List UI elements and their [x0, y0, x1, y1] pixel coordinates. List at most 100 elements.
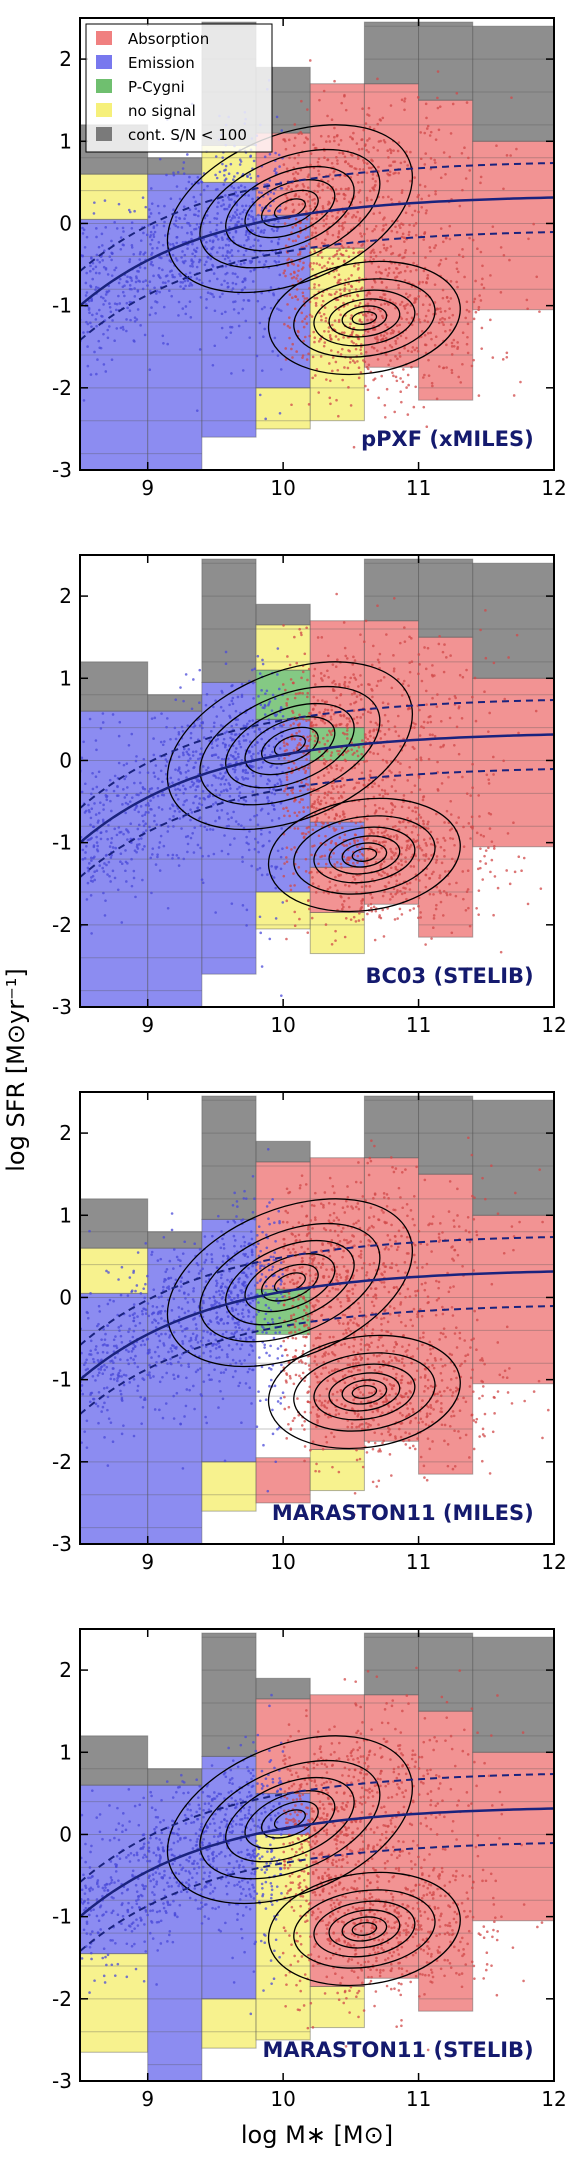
- galaxy-point: [372, 1215, 376, 1218]
- galaxy-point: [251, 215, 255, 219]
- galaxy-point: [350, 314, 353, 317]
- galaxy-point: [126, 275, 129, 279]
- galaxy-point: [252, 244, 255, 248]
- galaxy-point: [352, 875, 355, 879]
- galaxy-point: [214, 788, 218, 792]
- galaxy-point: [300, 1245, 303, 1249]
- galaxy-point: [384, 840, 387, 844]
- galaxy-point: [330, 708, 334, 712]
- galaxy-point: [293, 136, 297, 140]
- galaxy-point: [242, 298, 246, 302]
- galaxy-point: [267, 1268, 271, 1272]
- galaxy-point: [141, 848, 145, 851]
- galaxy-point: [347, 884, 351, 888]
- galaxy-point: [376, 349, 379, 352]
- main-sequence-lower-line: [80, 231, 554, 341]
- galaxy-point: [432, 893, 435, 896]
- galaxy-point: [237, 324, 241, 328]
- galaxy-point: [244, 739, 248, 742]
- galaxy-point: [335, 723, 338, 727]
- bin-segment: [255, 1457, 311, 1504]
- galaxy-point: [189, 757, 192, 760]
- galaxy-point: [370, 249, 374, 253]
- galaxy-point: [290, 737, 294, 741]
- galaxy-point: [285, 704, 289, 707]
- galaxy-point: [323, 329, 326, 333]
- galaxy-point: [387, 363, 390, 367]
- galaxy-point: [214, 173, 217, 177]
- galaxy-point: [429, 720, 433, 724]
- galaxy-point: [230, 249, 234, 252]
- galaxy-point: [144, 822, 147, 826]
- galaxy-point: [383, 789, 387, 792]
- galaxy-point: [323, 341, 327, 344]
- galaxy-point: [308, 871, 312, 874]
- galaxy-point: [420, 725, 423, 728]
- galaxy-point: [456, 1187, 459, 1191]
- galaxy-point: [381, 894, 385, 898]
- galaxy-point: [158, 290, 161, 294]
- galaxy-point: [119, 326, 123, 330]
- galaxy-point: [274, 886, 278, 890]
- galaxy-point: [382, 744, 386, 748]
- galaxy-point: [176, 797, 180, 801]
- galaxy-point: [485, 773, 489, 777]
- galaxy-point: [342, 812, 346, 816]
- galaxy-point: [238, 742, 241, 746]
- galaxy-point: [460, 716, 464, 720]
- galaxy-point: [151, 247, 154, 250]
- density-contour: [341, 305, 388, 331]
- galaxy-point: [279, 187, 283, 190]
- galaxy-point: [409, 179, 412, 183]
- galaxy-point: [92, 844, 96, 847]
- galaxy-point: [331, 262, 334, 265]
- galaxy-point: [435, 705, 439, 708]
- galaxy-point: [224, 194, 227, 197]
- galaxy-point: [356, 360, 359, 363]
- galaxy-point: [347, 277, 351, 280]
- galaxy-point: [324, 238, 327, 242]
- galaxy-point: [367, 1216, 371, 1219]
- galaxy-point: [424, 667, 428, 671]
- galaxy-point: [116, 888, 120, 892]
- galaxy-point: [179, 686, 182, 689]
- galaxy-point: [250, 1402, 253, 1405]
- galaxy-point: [398, 1292, 402, 1295]
- galaxy-point: [88, 717, 92, 721]
- galaxy-point: [149, 856, 153, 860]
- bin-segment: [418, 636, 474, 938]
- galaxy-point: [355, 715, 359, 719]
- galaxy-point: [293, 123, 297, 126]
- galaxy-point: [314, 1218, 317, 1222]
- galaxy-point: [230, 198, 233, 201]
- galaxy-point: [85, 235, 89, 239]
- galaxy-point: [268, 831, 272, 834]
- galaxy-point: [362, 838, 366, 842]
- galaxy-point: [279, 705, 283, 709]
- galaxy-point: [439, 258, 443, 262]
- bin-segment: [309, 1448, 365, 1492]
- galaxy-point: [289, 272, 293, 276]
- galaxy-point: [189, 736, 193, 740]
- galaxy-point: [103, 199, 107, 202]
- galaxy-point: [344, 654, 348, 658]
- galaxy-point: [329, 796, 333, 800]
- galaxy-point: [237, 822, 240, 826]
- galaxy-point: [199, 824, 203, 828]
- galaxy-point: [212, 753, 216, 757]
- galaxy-point: [318, 741, 321, 744]
- galaxy-point: [351, 663, 354, 666]
- galaxy-point: [403, 626, 406, 629]
- galaxy-point: [175, 185, 179, 188]
- galaxy-point: [296, 172, 300, 176]
- galaxy-point: [359, 287, 363, 291]
- galaxy-point: [166, 825, 170, 828]
- galaxy-point: [328, 1254, 332, 1258]
- galaxy-point: [372, 839, 376, 843]
- galaxy-point: [389, 866, 393, 870]
- galaxy-point: [487, 782, 491, 785]
- galaxy-point: [387, 1197, 390, 1200]
- y-tick-label: -3: [52, 995, 72, 1019]
- galaxy-point: [184, 305, 188, 308]
- galaxy-point: [246, 299, 250, 302]
